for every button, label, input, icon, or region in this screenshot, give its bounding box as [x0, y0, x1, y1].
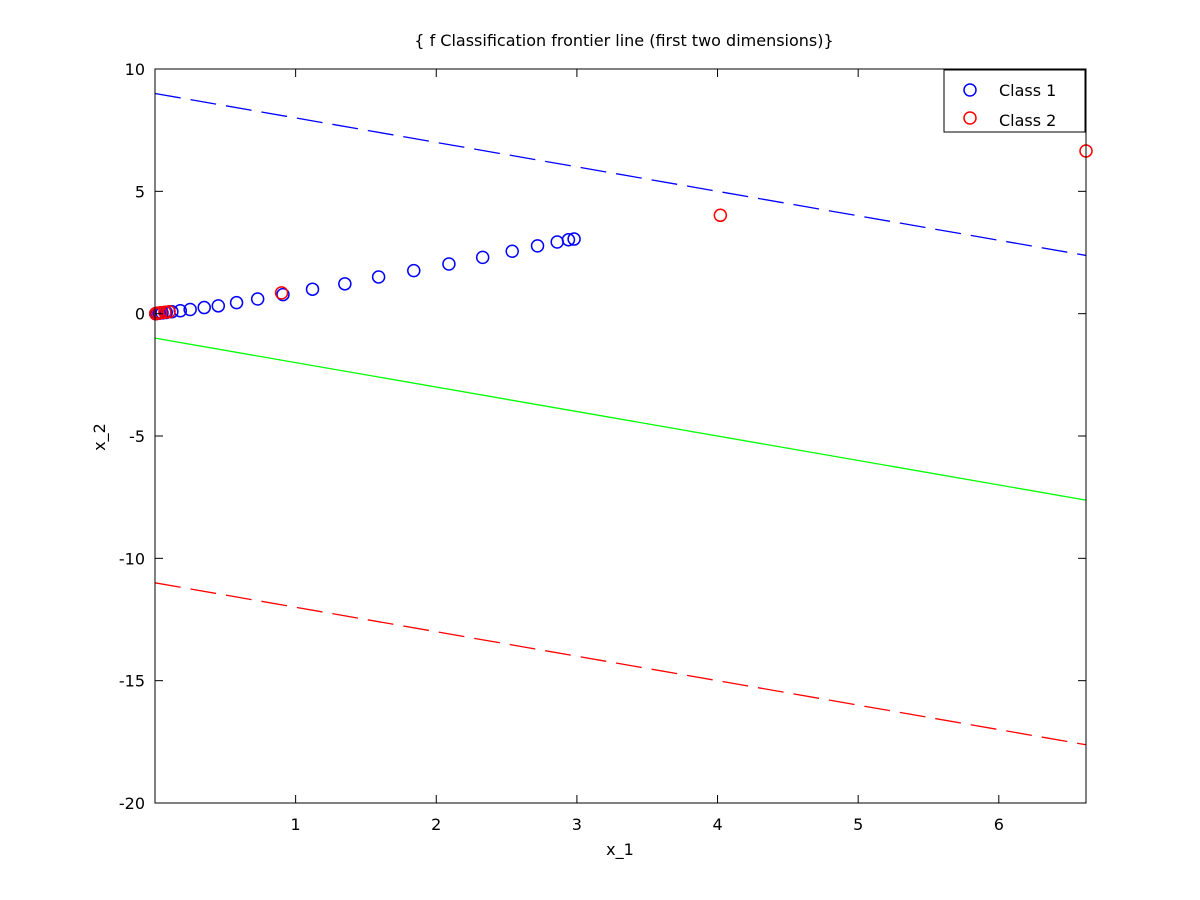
data-point-class-1 [211, 299, 226, 313]
data-point-class-1 [276, 287, 290, 302]
axis-ticks: 1 2 3 4 5 6 10 5 0 -5 -10 -15 -20 [119, 60, 1086, 834]
data-point-class-1 [505, 244, 519, 259]
legend-marker-class-1 [963, 83, 977, 97]
x-tick-label: 6 [994, 815, 1004, 834]
data-point-class-1 [475, 250, 490, 265]
data-point-class-1 [338, 277, 352, 291]
legend-marker-class-2 [963, 111, 977, 125]
data-point-class-2 [158, 305, 172, 319]
frontier-line [154, 337, 1087, 501]
data-point-class-1 [561, 233, 576, 247]
data-point-class-1 [550, 235, 564, 249]
y-tick-label: 10 [125, 60, 145, 79]
data-point-class-1 [530, 239, 545, 253]
data-point-class-1 [305, 282, 320, 296]
data-point-class-2 [274, 286, 289, 300]
x-tick-label: 5 [853, 815, 863, 834]
data-point-class-1 [229, 295, 244, 310]
data-point-class-1 [407, 263, 421, 278]
data-point-class-2 [713, 208, 728, 223]
data-points [148, 144, 1093, 321]
y-tick-label: -15 [119, 672, 145, 691]
lower-margin-line [154, 582, 1087, 746]
frontier-lines [154, 92, 1087, 746]
legend-box [943, 69, 1086, 133]
data-point-class-1 [371, 270, 386, 284]
x-tick-label: 2 [431, 815, 441, 834]
y-tick-label: -10 [119, 549, 145, 568]
x-tick-label: 3 [572, 815, 582, 834]
x-tick-label: 4 [712, 815, 722, 834]
legend-label-class-2: Class 2 [999, 111, 1056, 130]
data-point-class-1 [250, 292, 265, 306]
plot-area [154, 68, 1087, 804]
x-axis-label: x_1 [606, 840, 634, 860]
data-point-class-1 [442, 257, 456, 271]
legend-label-class-1: Class 1 [999, 81, 1056, 100]
data-point-class-1 [183, 302, 197, 317]
data-point-class-1 [197, 300, 211, 315]
y-tick-label: -20 [119, 794, 145, 813]
chart-title: { f Classification frontier line (first … [414, 31, 833, 50]
y-axis-label: x_2 [90, 423, 110, 451]
x-tick-label: 1 [291, 815, 301, 834]
y-tick-label: 5 [135, 182, 145, 201]
data-point-class-2 [162, 304, 176, 319]
legend: Class 1 Class 2 [943, 69, 1086, 133]
upper-margin-line [154, 92, 1087, 257]
data-point-class-1 [567, 232, 581, 246]
y-tick-label: -5 [129, 427, 145, 446]
y-tick-label: 0 [135, 305, 145, 324]
